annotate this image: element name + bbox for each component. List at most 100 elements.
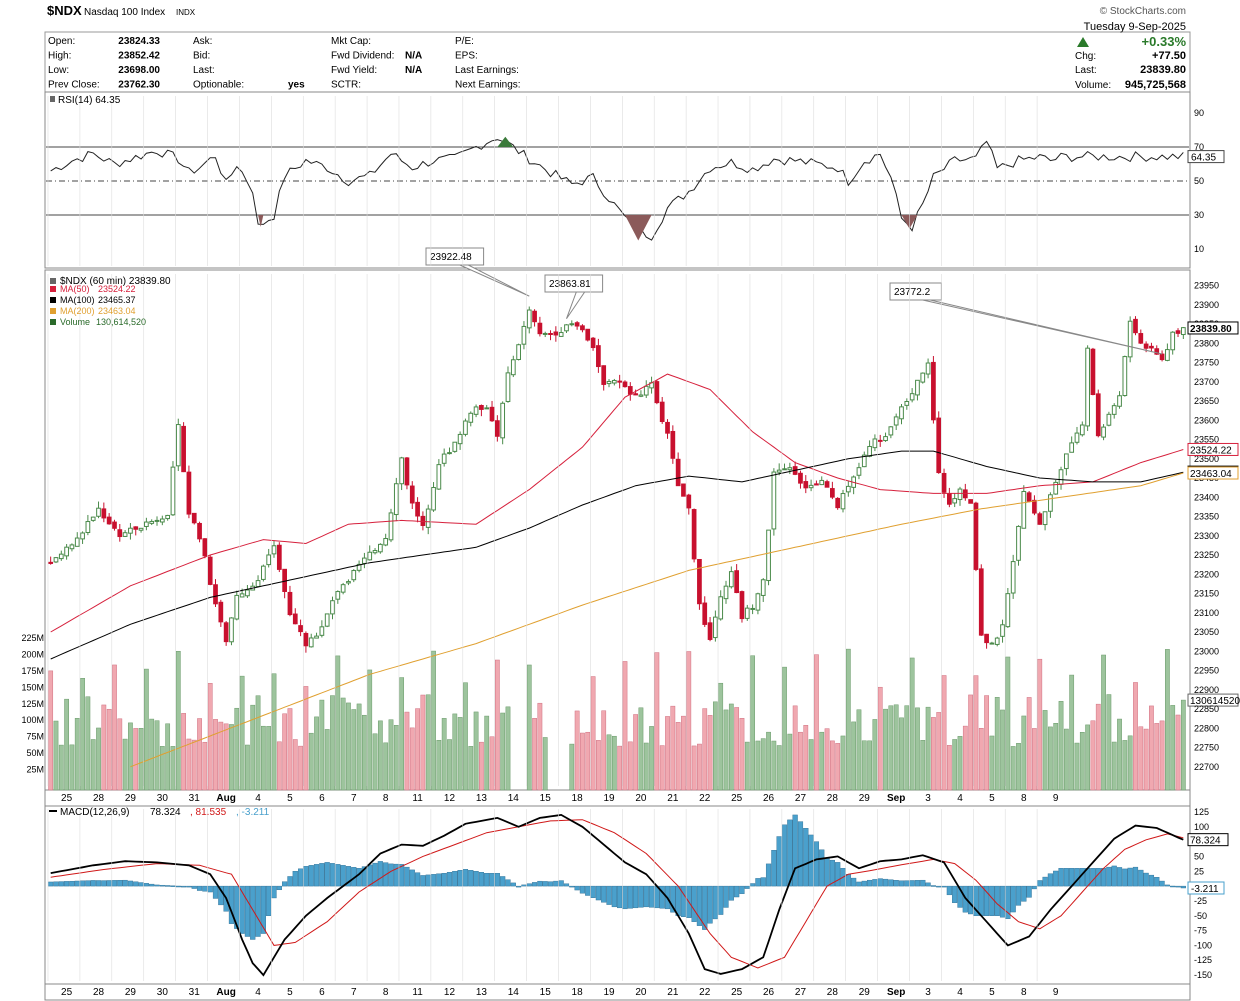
candle-body-0 (48, 561, 54, 564)
volume-bar-60 (367, 669, 373, 791)
macd-hist-bar-36 (239, 885, 245, 934)
macd-hist-bar-140 (792, 814, 798, 887)
candle-body-116 (665, 421, 670, 434)
volume-bar-208 (1154, 723, 1160, 791)
quote-value-2-1: N/A (405, 51, 422, 62)
macd-hist-bar-11 (106, 880, 112, 887)
macd-hist-bar-21 (159, 884, 165, 887)
macd-hist-bar-27 (191, 885, 197, 889)
macd-hist-bar-32 (218, 885, 224, 906)
candle-body-196 (1090, 348, 1096, 396)
volume-bar-185 (1032, 728, 1037, 791)
candle-body-145 (819, 479, 825, 486)
macd-hist-bar-168 (941, 885, 947, 888)
candle-body-112 (643, 385, 649, 396)
macd-hist-bar-99 (574, 885, 580, 891)
macd-hist-bar-187 (1042, 876, 1048, 887)
volume-bar-86 (505, 706, 511, 791)
candle-body-89 (521, 325, 527, 345)
price-legend: $NDX (60 min) 23839.80 (60, 276, 171, 287)
quote-label-1-3: Optionable: (193, 80, 244, 91)
macd-hist-bar-62 (377, 861, 383, 887)
quote-label-3-0: P/E: (455, 36, 474, 47)
macd-hist-bar-163 (914, 880, 921, 887)
volume-bar-116 (665, 716, 670, 791)
volume-bar-9 (96, 727, 101, 791)
candle-body-129 (734, 570, 740, 594)
volume-bar-14 (122, 738, 128, 791)
macd-hist-bar-83 (489, 873, 495, 887)
volume-bar-147 (829, 740, 835, 791)
macd-hist-bar-77 (457, 870, 463, 887)
volume-bar-98 (569, 743, 575, 791)
quote-label-1-0: Ask: (193, 36, 212, 47)
volume-bar-124 (707, 715, 713, 791)
macd-hist-bar-18 (143, 883, 149, 887)
candle-body-174 (973, 502, 979, 570)
volume-bar-103 (596, 740, 601, 791)
candle-body-98 (569, 323, 575, 326)
volume-bar-77 (457, 717, 463, 791)
macd-hist-bar-82 (484, 873, 490, 887)
candle-body-88 (516, 344, 521, 361)
candle-body-6 (80, 532, 85, 540)
candle-body-159 (893, 416, 899, 426)
candle-body-176 (984, 633, 989, 644)
macd-tick-100: 100 (1194, 822, 1209, 832)
candle-body-150 (845, 485, 851, 493)
volume-bar-101 (585, 731, 591, 791)
volume-bar-33 (223, 723, 229, 791)
price-tick-23900: 23900 (1194, 300, 1219, 310)
candle-body-136 (771, 471, 777, 530)
volume-bar-50 (314, 716, 319, 791)
candle-body-200 (1111, 405, 1117, 415)
date-label-bottom-14: 14 (508, 987, 520, 998)
candle-body-11 (106, 516, 112, 525)
volume-bar-78 (463, 682, 468, 791)
volume-bar-67 (404, 711, 410, 791)
volume-bar-75 (447, 739, 452, 791)
date-label-bottom-11: 11 (412, 987, 423, 998)
candle-body-72 (431, 487, 436, 511)
price-last-box (1187, 321, 1239, 335)
candle-body-148 (835, 497, 841, 509)
rsi-tick-50: 50 (1194, 176, 1204, 186)
macd-hist-bar-9 (95, 880, 102, 887)
candle-body-30 (207, 556, 213, 585)
macd-hist-bar-5 (74, 880, 80, 887)
macd-hist-bar-146 (824, 857, 830, 887)
macd-hist-bar-74 (441, 873, 447, 887)
volume-bar-54 (335, 655, 341, 791)
volume-bar-72 (431, 650, 436, 791)
candle-body-2 (58, 553, 64, 560)
volume-bar-58 (356, 703, 362, 791)
date-label-bottom-29: 5 (989, 987, 995, 998)
macd-last-box (1187, 833, 1229, 847)
volume-bar-142 (803, 725, 809, 791)
volume-bar-4 (69, 744, 75, 791)
macd-hist-bar-128 (728, 885, 734, 901)
candle-body-94 (548, 333, 553, 336)
quote-label-2-3: SCTR: (331, 80, 361, 91)
rsi-last-box (1187, 150, 1225, 164)
volume-bar-144 (814, 654, 819, 791)
macd-hist-bar-102 (590, 885, 596, 898)
macd-hist-bar-198 (1100, 868, 1107, 887)
macd-hist-bar-53 (329, 863, 336, 887)
volume-bar-40 (260, 725, 266, 791)
candle-body-192 (1069, 442, 1075, 453)
macd-hist-bar-204 (1132, 866, 1139, 887)
volume-bar-43 (276, 741, 282, 791)
macd-hist-bar-51 (319, 863, 325, 887)
macd-hist-bar-6 (79, 880, 86, 887)
volume-bar-63 (383, 742, 389, 791)
copyright: © StockCharts.com (1100, 6, 1186, 17)
date-label-bottom-3: 30 (157, 987, 169, 998)
volume-bar-71 (425, 694, 431, 791)
candle-body-69 (415, 501, 420, 517)
volume-bar-127 (723, 709, 729, 791)
macd-hist-bar-162 (909, 880, 915, 887)
macd-hist-bar-73 (436, 873, 442, 887)
volume-bar-81 (479, 741, 484, 791)
candle-body-190 (1058, 469, 1064, 485)
